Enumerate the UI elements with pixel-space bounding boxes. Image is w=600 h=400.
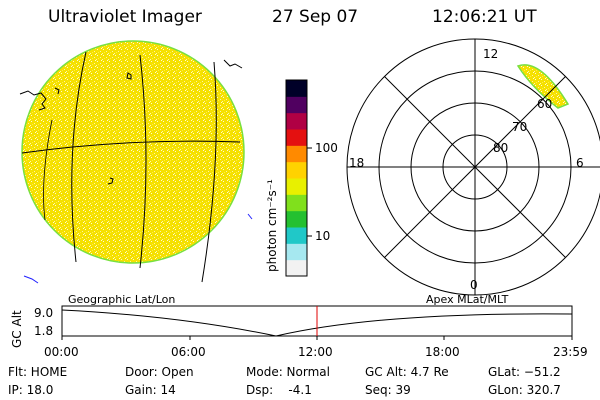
polar-label-6: 6 — [576, 156, 584, 170]
status-flt: Flt: HOME — [8, 365, 68, 379]
polar-label-12: 12 — [483, 47, 499, 61]
polar-label-18: 18 — [349, 156, 365, 170]
earth-disk-image — [19, 40, 253, 284]
polar-label-80: 80 — [493, 141, 509, 155]
colorbar-segment — [286, 227, 307, 244]
colorbar-segment — [286, 243, 307, 261]
colorbar-segment — [286, 80, 307, 97]
timeline-plot — [61, 305, 573, 340]
colorbar-segment — [286, 145, 307, 163]
timeline-ymin: 1.8 — [34, 324, 54, 338]
status-ip: IP: 18.0 — [8, 383, 54, 397]
polar-label-60: 60 — [537, 97, 553, 111]
timeline-tick-0000: 00:00 — [44, 345, 79, 359]
colorbar-segment — [286, 210, 307, 228]
status-gcalt: GC Alt: 4.7 Re — [365, 365, 449, 379]
colorbar-segment — [286, 178, 307, 195]
timeline-ymax: 9.0 — [34, 306, 54, 320]
status-mode: Mode: Normal — [246, 365, 330, 379]
status-door: Door: Open — [125, 365, 194, 379]
timeline-axis-label: GC Alt — [10, 310, 24, 348]
status-glat: GLat: −51.2 — [488, 365, 561, 379]
timeline-right-title: Apex MLat/MLT — [426, 293, 509, 306]
timeline-tick-1800: 18:00 — [425, 345, 460, 359]
colorbar-tick-100: 100 — [315, 141, 338, 155]
colorbar-segment — [286, 194, 307, 212]
timeline-tick-2359: 23:59 — [553, 345, 588, 359]
status-gain: Gain: 14 — [125, 383, 176, 397]
polar-label-70: 70 — [512, 120, 528, 134]
header-date: 27 Sep 07 — [272, 7, 359, 27]
polar-plot — [346, 38, 600, 296]
timeline-tick-0600: 06:00 — [171, 345, 206, 359]
status-glon: GLon: 320.7 — [488, 383, 561, 397]
colorbar — [285, 79, 312, 277]
colorbar-segment — [286, 112, 307, 130]
colorbar-unit-label: photon cm⁻²s⁻¹ — [265, 179, 279, 272]
instrument-title: Ultraviolet Imager — [48, 7, 202, 27]
colorbar-segment — [286, 259, 307, 277]
colorbar-segment — [286, 96, 307, 114]
polar-emission-region — [516, 64, 570, 109]
header-time: 12:06:21 UT — [432, 7, 537, 27]
polar-label-0: 0 — [470, 278, 478, 292]
colorbar-segment — [286, 161, 307, 179]
timeline-tick-1200: 12:00 — [298, 345, 333, 359]
timeline-left-title: Geographic Lat/Lon — [68, 293, 176, 306]
status-dsp: Dsp: -4.1 — [246, 383, 312, 397]
colorbar-segment — [286, 129, 307, 146]
status-seq: Seq: 39 — [365, 383, 411, 397]
colorbar-tick-10: 10 — [315, 229, 331, 243]
